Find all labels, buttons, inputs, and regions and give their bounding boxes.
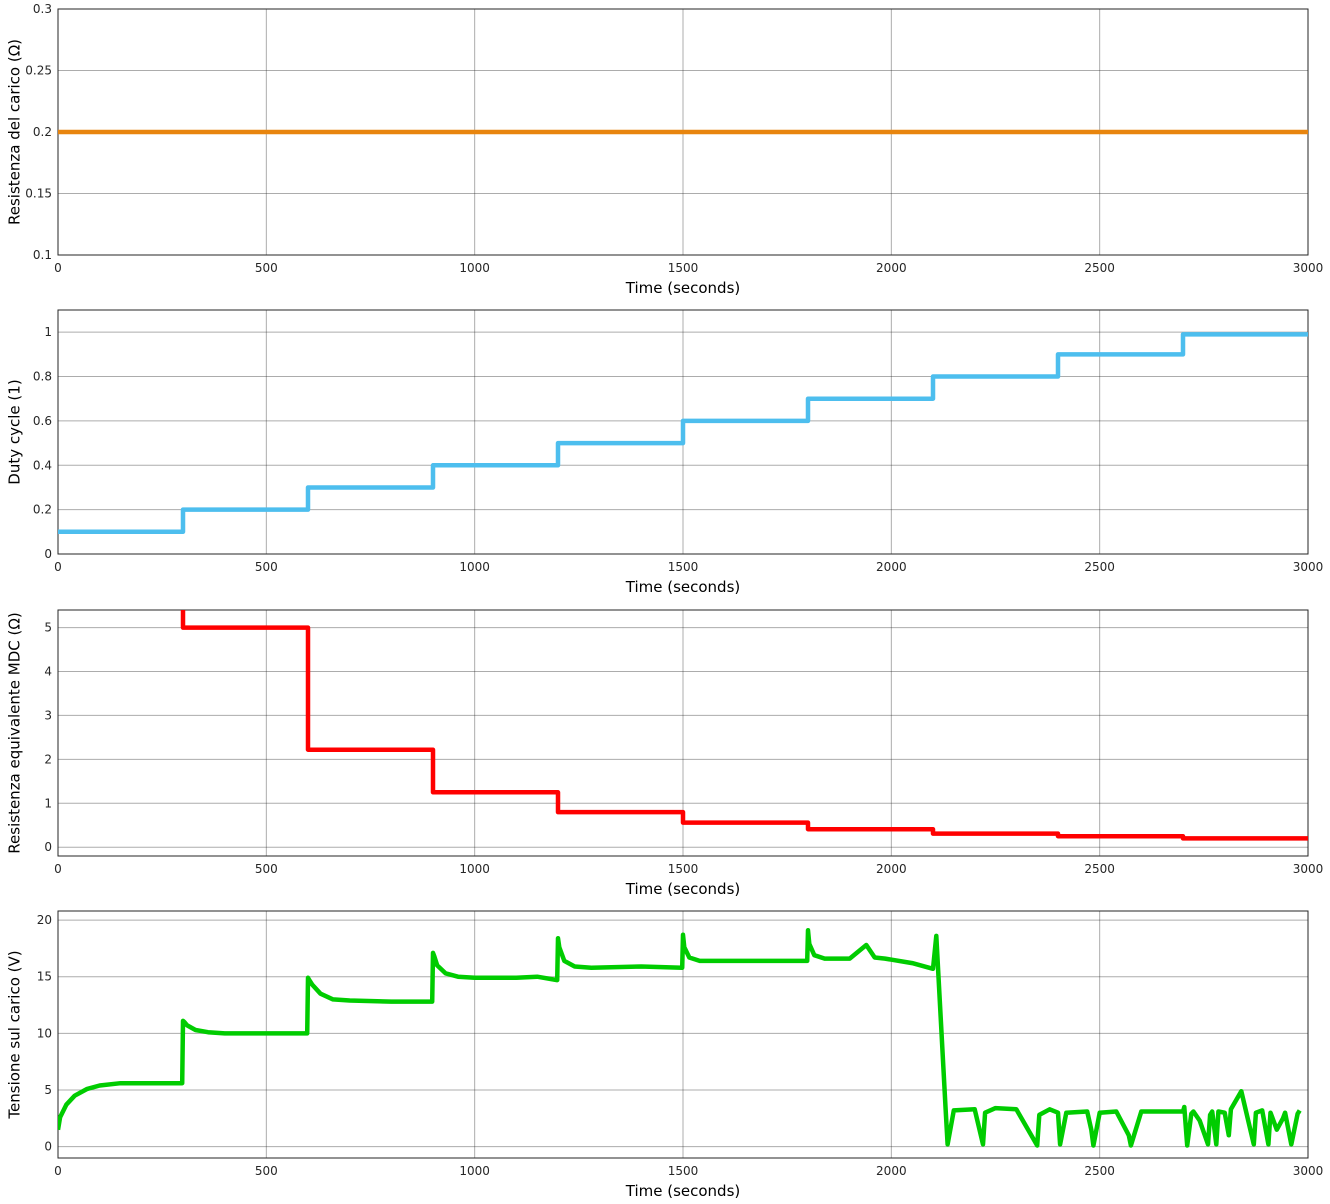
x-tick-label: 2000: [876, 862, 907, 876]
x-tick-label: 2000: [876, 1164, 907, 1178]
y-tick-label: 5: [44, 621, 52, 635]
x-tick-label: 0: [54, 862, 62, 876]
x-axis-label: Time (seconds): [625, 279, 741, 297]
y-axis-label: Resistenza del carico (Ω): [6, 39, 24, 225]
y-tick-label: 3: [44, 708, 52, 722]
x-tick-label: 500: [255, 1164, 278, 1178]
x-tick-label: 1000: [459, 560, 490, 574]
x-tick-label: 0: [54, 1164, 62, 1178]
y-tick-label: 0.4: [33, 458, 52, 472]
series-line: [58, 332, 1308, 535]
subplot-load-voltage: 0 500 1000 1500 2000 2500 3000 0 5 10 15 20 Time (s…: [6, 910, 1324, 1200]
y-tick-label: 5: [44, 1083, 52, 1097]
x-tick-label: 1500: [668, 261, 699, 275]
y-tick-label: 15: [37, 970, 52, 984]
plot-area-frame: [57, 309, 1309, 555]
y-tick-label: 0.1: [33, 248, 52, 262]
y-tick-label: 0.2: [33, 503, 52, 517]
x-tick-label: 2000: [876, 261, 907, 275]
y-tick-label: 1: [44, 325, 52, 339]
x-tick-label: 1000: [459, 261, 490, 275]
x-tick-label: 1500: [668, 560, 699, 574]
x-tick-label: 3000: [1293, 261, 1324, 275]
series-line: [180, 610, 1308, 841]
x-tick-label: 500: [255, 560, 278, 574]
x-tick-label: 3000: [1293, 862, 1324, 876]
x-tick-label: 1500: [668, 862, 699, 876]
x-tick-label: 3000: [1293, 1164, 1324, 1178]
x-tick-label: 1500: [668, 1164, 699, 1178]
x-tick-label: 500: [255, 261, 278, 275]
y-tick-label: 2: [44, 752, 52, 766]
x-tick-label: 3000: [1293, 560, 1324, 574]
y-axis-label: Tensione sul carico (V): [6, 950, 24, 1119]
y-tick-label: 0.2: [33, 125, 52, 139]
x-tick-label: 500: [255, 862, 278, 876]
x-tick-label: 2500: [1084, 261, 1115, 275]
plot-area-frame: [57, 609, 1309, 857]
y-tick-label: 4: [44, 665, 52, 679]
y-tick-label: 0.15: [25, 187, 52, 201]
y-tick-label: 0.6: [33, 414, 52, 428]
x-tick-label: 2500: [1084, 1164, 1115, 1178]
series-line: [58, 928, 1302, 1148]
x-tick-label: 0: [54, 261, 62, 275]
y-tick-label: 10: [37, 1026, 52, 1040]
x-tick-label: 2000: [876, 560, 907, 574]
y-tick-label: 0: [44, 547, 52, 561]
y-tick-label: 0.25: [25, 64, 52, 78]
x-axis-label: Time (seconds): [625, 1182, 741, 1200]
subplot-duty-cycle: 0 500 1000 1500 2000 2500 3000 0 0.2 0.4 0.6 0.8 1 T…: [6, 309, 1324, 596]
y-tick-label: 0: [44, 1140, 52, 1154]
x-tick-label: 1000: [459, 1164, 490, 1178]
x-axis-label: Time (seconds): [625, 880, 741, 898]
x-tick-label: 1000: [459, 862, 490, 876]
y-tick-label: 1: [44, 796, 52, 810]
subplot-equivalent-resistance: 0 500 1000 1500 2000 2500 3000 0 1 2 3 4 5 Time (sec…: [6, 609, 1324, 898]
y-axis-label: Resistenza equivalente MDC (Ω): [6, 612, 24, 853]
y-tick-label: 0.8: [33, 370, 52, 384]
x-axis-label: Time (seconds): [625, 578, 741, 596]
y-axis-label: Duty cycle (1): [6, 379, 24, 484]
x-tick-label: 2500: [1084, 560, 1115, 574]
subplot-load-resistance: 0 500 1000 1500 2000 2500 3000 0.1 0.15 0.2 0.25 0.…: [6, 2, 1324, 297]
y-tick-label: 0.3: [33, 2, 52, 16]
x-tick-label: 2500: [1084, 862, 1115, 876]
y-tick-label: 20: [37, 913, 52, 927]
x-tick-label: 0: [54, 560, 62, 574]
plot-area-frame: [57, 910, 1309, 1159]
y-tick-label: 0: [44, 840, 52, 854]
